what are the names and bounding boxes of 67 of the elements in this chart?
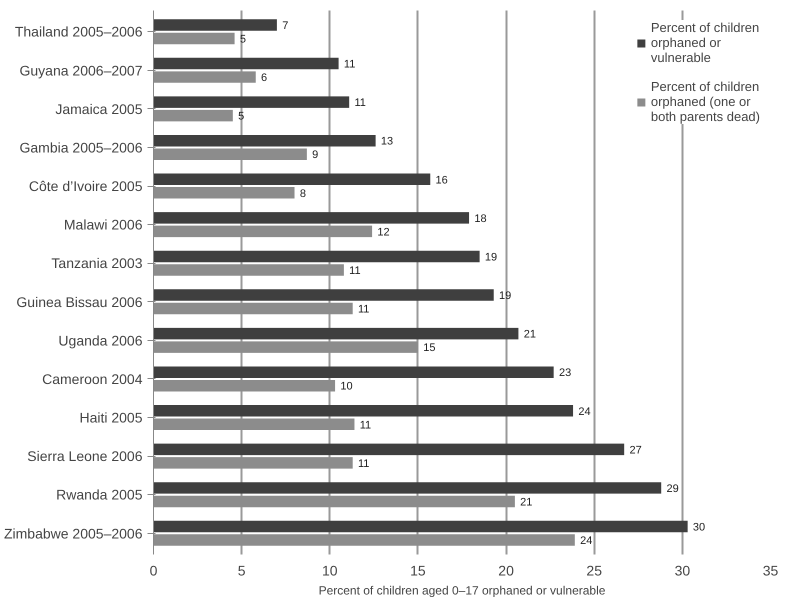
bar <box>154 96 350 108</box>
y-tick-label: Thailand 2005–2006 <box>14 24 143 40</box>
data-label: 30 <box>692 522 706 534</box>
data-label: 5 <box>240 33 246 46</box>
bar <box>154 289 494 301</box>
y-tick-label: Sierra Leone 2006 <box>27 448 143 464</box>
data-label: 6 <box>261 72 268 84</box>
y-tick-label: Haiti 2005 <box>79 410 143 426</box>
x-tick-label: 25 <box>586 562 602 578</box>
bar <box>154 482 662 494</box>
data-label: 13 <box>380 136 394 148</box>
legend-label: Percent of children orphaned or vulnerable <box>650 20 760 65</box>
bar <box>154 212 470 224</box>
y-tick-label: Cameroon 2004 <box>42 370 143 387</box>
y-tick-label: Jamaica 2005 <box>55 100 143 117</box>
x-tick-label: 5 <box>238 562 246 578</box>
data-label: 24 <box>580 535 592 548</box>
data-label: 10 <box>340 380 353 393</box>
bar <box>154 58 339 70</box>
y-tick-label: Gambia 2005–2006 <box>20 139 143 156</box>
data-label: 27 <box>629 444 642 456</box>
data-label: 11 <box>349 264 361 277</box>
y-tick-label: Côte d’Ivoire 2005 <box>28 178 143 194</box>
data-label: 5 <box>238 110 244 123</box>
y-tick-label: Zimbabwe 2005–2006 <box>4 525 143 542</box>
data-label: 19 <box>499 290 512 302</box>
y-tick-label: Guyana 2006–2007 <box>20 62 143 78</box>
data-label: 29 <box>666 482 679 495</box>
data-label: 21 <box>524 328 536 341</box>
data-label: 19 <box>484 251 498 264</box>
bar <box>154 328 518 340</box>
data-label: 11 <box>358 458 370 470</box>
data-label: 15 <box>423 342 436 354</box>
data-label: 11 <box>358 304 370 316</box>
bar <box>154 19 277 31</box>
y-tick-label: Uganda 2006 <box>58 332 143 348</box>
data-label: 24 <box>578 406 591 418</box>
bar <box>154 174 430 186</box>
legend-label: Percent of children orphaned (one or both parents dead) <box>650 79 760 124</box>
data-label: 16 <box>436 174 448 186</box>
data-label: 11 <box>354 97 366 110</box>
bar <box>154 134 376 146</box>
x-tick-label: 10 <box>322 562 338 578</box>
data-label: 12 <box>377 226 390 238</box>
x-axis-title: Percent of children aged 0–17 orphaned or vulnerable <box>318 584 606 598</box>
data-label: 11 <box>360 419 372 432</box>
data-label: 23 <box>558 367 572 380</box>
data-label: 11 <box>344 58 356 71</box>
bar <box>154 520 688 532</box>
bar <box>154 444 624 456</box>
y-tick-label: Guinea Bissau 2006 <box>16 294 143 310</box>
x-tick-label: 0 <box>150 562 158 578</box>
data-label: 9 <box>312 149 318 162</box>
x-tick-label: 35 <box>762 562 778 578</box>
data-label: 8 <box>300 188 306 200</box>
x-tick-label: 15 <box>410 562 426 578</box>
x-tick-label: 30 <box>674 562 690 578</box>
y-tick-label: Rwanda 2005 <box>56 486 143 503</box>
y-tick-label: Tanzania 2003 <box>51 255 143 272</box>
x-tick-label: 20 <box>498 562 514 578</box>
bar <box>154 250 480 262</box>
y-tick-label: Malawi 2006 <box>64 216 143 233</box>
data-label: 7 <box>282 20 288 32</box>
bar <box>154 405 574 417</box>
data-label: 18 <box>474 212 487 225</box>
data-label: 21 <box>520 496 532 508</box>
bar <box>154 366 554 378</box>
